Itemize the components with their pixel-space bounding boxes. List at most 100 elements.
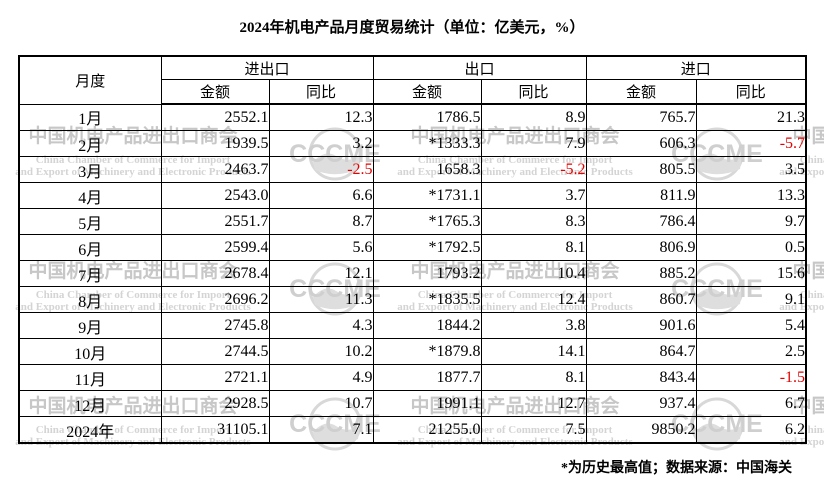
cell-value: 7.1 (268, 416, 374, 444)
cell-value: 805.5 (585, 156, 697, 183)
cell-value: 10.4 (480, 260, 587, 287)
table-row: 9月 2745.8 4.3 1844.2 3.8 901.6 5.4 (18, 312, 807, 339)
cell-value: 3.5 (695, 156, 807, 183)
header-im-amount: 金额 (585, 79, 697, 105)
cell-value: 8.1 (480, 234, 587, 261)
cell-month: 5月 (18, 208, 162, 235)
table-row: 2024年 31105.1 7.1 21255.0 7.5 9850.2 6.2 (18, 416, 807, 444)
cell-value: 14.1 (480, 338, 587, 365)
cell-month: 9月 (18, 312, 162, 339)
cell-value: *1792.5 (372, 234, 482, 261)
cell-value: 864.7 (585, 338, 697, 365)
cell-value: 7.5 (480, 416, 587, 444)
cell-month: 11月 (18, 364, 162, 391)
cell-value: *1835.5 (372, 286, 482, 313)
cell-value: 5.4 (695, 312, 807, 339)
cell-value: 2599.4 (160, 234, 270, 261)
cell-value: *1731.1 (372, 182, 482, 209)
table-row: 2月 1939.5 3.2 *1333.3 7.9 606.3 -5.7 (18, 130, 807, 157)
cell-value: 786.4 (585, 208, 697, 235)
cell-value: 9850.2 (585, 416, 697, 444)
header-group-row: 月度 进出口 出口 进口 (18, 55, 807, 105)
cell-value: 1844.2 (372, 312, 482, 339)
cell-value: 12.7 (480, 390, 587, 417)
header-ie-amount: 金额 (160, 79, 270, 105)
cell-value: 5.6 (268, 234, 374, 261)
cell-value: 11.3 (268, 286, 374, 313)
cell-value: 13.3 (695, 182, 807, 209)
page-title: 2024年机电产品月度贸易统计（单位：亿美元，%） (239, 20, 585, 36)
cell-month: 10月 (18, 338, 162, 365)
cell-value: 2928.5 (160, 390, 270, 417)
header-ex-amount: 金额 (372, 79, 482, 105)
cell-month: 7月 (18, 260, 162, 287)
header-ie-yoy: 同比 (268, 79, 374, 105)
table-row: 4月 2543.0 6.6 *1731.1 3.7 811.9 13.3 (18, 182, 807, 209)
header-group-export: 出口 (372, 55, 587, 80)
cell-value: 10.7 (268, 390, 374, 417)
cell-value: 8.3 (480, 208, 587, 235)
cell-value: 2551.7 (160, 208, 270, 235)
cell-value: *1765.3 (372, 208, 482, 235)
header-im-yoy: 同比 (695, 79, 807, 105)
cell-value: 806.9 (585, 234, 697, 261)
cell-value: 2.5 (695, 338, 807, 365)
cell-value: 10.2 (268, 338, 374, 365)
table-row: 8月 2696.2 11.3 *1835.5 12.4 860.7 9.1 (18, 286, 807, 313)
cell-month: 1月 (18, 103, 162, 131)
cell-value: 1793.2 (372, 260, 482, 287)
header-sub-row: 金额 同比 金额 同比 金额 同比 (19, 79, 807, 105)
cell-value: 6.2 (695, 416, 807, 444)
cell-value: -5.7 (695, 130, 807, 157)
table-row: 7月 2678.4 12.1 1793.2 10.4 885.2 15.6 (18, 260, 807, 287)
cell-value: 2543.0 (160, 182, 270, 209)
cell-value: 9.7 (695, 208, 807, 235)
cell-value: 3.8 (480, 312, 587, 339)
cell-value: 811.9 (585, 182, 697, 209)
cell-value: 12.1 (268, 260, 374, 287)
cell-value: 1939.5 (160, 130, 270, 157)
cell-value: 843.4 (585, 364, 697, 391)
cell-value: 2552.1 (160, 103, 270, 131)
cell-value: 31105.1 (160, 416, 270, 444)
cell-month: 8月 (18, 286, 162, 313)
cell-value: 4.3 (268, 312, 374, 339)
table-row: 10月 2744.5 10.2 *1879.8 14.1 864.7 2.5 (18, 338, 807, 365)
cell-value: 901.6 (585, 312, 697, 339)
cell-month: 3月 (18, 156, 162, 183)
table-row: 1月 2552.1 12.3 1786.5 8.9 765.7 21.3 (18, 103, 807, 131)
cell-value: 2744.5 (160, 338, 270, 365)
cell-value: 4.9 (268, 364, 374, 391)
cell-value: 2463.7 (160, 156, 270, 183)
cell-value: 2678.4 (160, 260, 270, 287)
cell-value: 8.7 (268, 208, 374, 235)
cell-value: 860.7 (585, 286, 697, 313)
header-group-import: 进口 (585, 55, 807, 80)
header-ex-yoy: 同比 (480, 79, 587, 105)
table-row: 6月 2599.4 5.6 *1792.5 8.1 806.9 0.5 (18, 234, 807, 261)
cell-value: 7.9 (480, 130, 587, 157)
cell-value: 2721.1 (160, 364, 270, 391)
cell-value: 937.4 (585, 390, 697, 417)
cell-value: *1879.8 (372, 338, 482, 365)
cell-value: 2696.2 (160, 286, 270, 313)
cell-value: 765.7 (585, 103, 697, 131)
cell-month: 2024年 (18, 416, 162, 444)
cell-value: 6.7 (695, 390, 807, 417)
header-month: 月度 (18, 55, 162, 105)
footer-note: *为历史最高值；数据来源：中国海关 (561, 461, 792, 476)
table-row: 12月 2928.5 10.7 1991.1 12.7 937.4 6.7 (18, 390, 807, 417)
cell-value: 1877.7 (372, 364, 482, 391)
table-row: 11月 2721.1 4.9 1877.7 8.1 843.4 -1.5 (18, 364, 807, 391)
cell-value: 1991.1 (372, 390, 482, 417)
cell-value: 0.5 (695, 234, 807, 261)
cell-value: 3.2 (268, 130, 374, 157)
table-row: 5月 2551.7 8.7 *1765.3 8.3 786.4 9.7 (18, 208, 807, 235)
cell-month: 2月 (18, 130, 162, 157)
cell-value: -5.2 (480, 156, 587, 183)
cell-value: 2745.8 (160, 312, 270, 339)
cell-value: 8.9 (480, 103, 587, 131)
cell-value: 21.3 (695, 103, 807, 131)
cell-value: -2.5 (268, 156, 374, 183)
